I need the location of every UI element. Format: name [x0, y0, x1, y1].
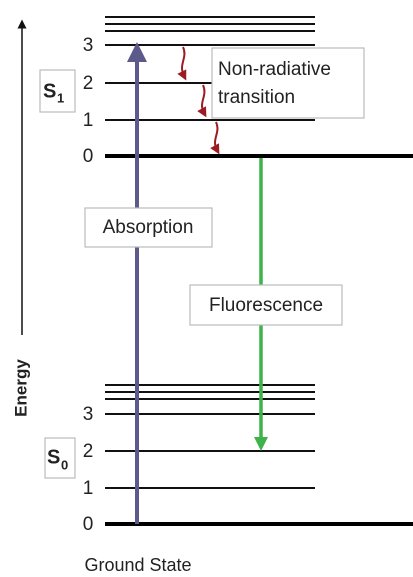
annotation-box [84, 207, 213, 248]
state-label: S [47, 446, 60, 468]
absorption-label: Absorption [103, 217, 194, 238]
level-label: 0 [83, 146, 94, 167]
annotation-box [189, 284, 343, 326]
annotation-box [211, 47, 365, 119]
level-label: 3 [83, 35, 94, 56]
state-label: S [43, 80, 56, 102]
non-radiative-label: transition [218, 87, 295, 108]
non-radiative-label: Non-radiative [218, 59, 331, 80]
state-subscript: 1 [57, 90, 64, 105]
relaxation-arrow [177, 46, 187, 81]
level-label: 0 [83, 514, 94, 535]
level-label: 2 [83, 73, 94, 94]
state-box [39, 69, 76, 113]
state-subscript: 0 [61, 457, 68, 472]
footer-label: Ground State [84, 555, 191, 575]
axis-label: Energy [11, 359, 30, 417]
level-label: 3 [83, 404, 94, 425]
state-box [44, 437, 76, 479]
relaxation-arrow [210, 121, 220, 155]
level-label: 1 [83, 478, 94, 499]
fluorescence-label: Fluorescence [209, 295, 323, 316]
level-label: 1 [83, 110, 94, 131]
level-label: 2 [83, 441, 94, 462]
relaxation-arrow [197, 84, 207, 118]
s0-levels [105, 384, 413, 526]
